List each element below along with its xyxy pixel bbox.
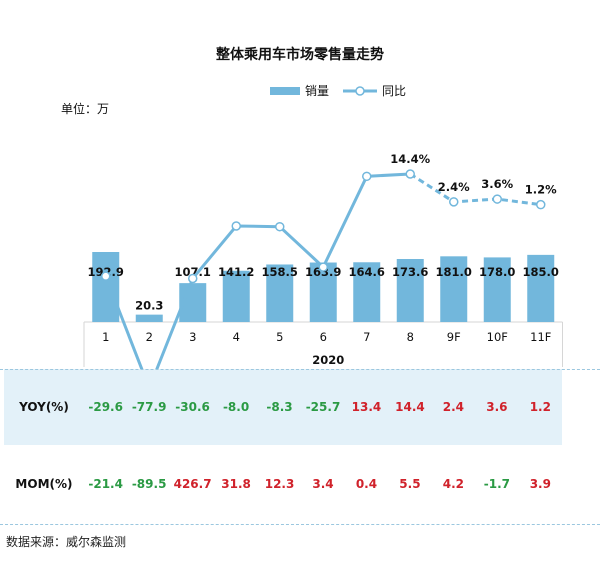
bar-value-label: 158.5 bbox=[262, 265, 298, 279]
x-group-label: 2020 bbox=[312, 353, 344, 367]
yoy-cell: -30.6 bbox=[175, 400, 210, 414]
x-tick-label: 7 bbox=[363, 330, 370, 344]
yoy-point bbox=[231, 221, 241, 231]
x-tick-label: 3 bbox=[189, 330, 196, 344]
yoy-line-forecast bbox=[409, 172, 541, 207]
bar bbox=[483, 257, 511, 322]
yoy-point bbox=[101, 271, 111, 281]
table-bottom-border bbox=[0, 524, 600, 525]
yoy-cell: 3.6 bbox=[486, 400, 508, 414]
yoy-point bbox=[275, 221, 285, 232]
legend-item-sales: 销量 bbox=[270, 82, 329, 99]
x-tick-label: 2 bbox=[146, 330, 153, 344]
mom-cell: 3.9 bbox=[529, 476, 551, 491]
bar bbox=[266, 264, 294, 322]
x-tick-label: 8 bbox=[407, 330, 414, 344]
mom-header: MOM(%) bbox=[15, 476, 73, 491]
mom-cell: 31.8 bbox=[221, 476, 251, 491]
yoy-header: YOY(%) bbox=[19, 400, 69, 414]
legend-label-sales: 销量 bbox=[305, 84, 330, 98]
yoy-cell: 1.2 bbox=[529, 400, 551, 414]
bar-value-label: 20.3 bbox=[135, 299, 163, 313]
mom-cell: -89.5 bbox=[131, 476, 167, 491]
yoy-point bbox=[492, 194, 502, 204]
yoy-point bbox=[188, 273, 198, 284]
mom-cell: 4.2 bbox=[442, 476, 465, 491]
yoy-cell: 14.4 bbox=[395, 400, 425, 414]
yoy-value-label: 3.6% bbox=[481, 177, 513, 191]
yoy-row: YOY(%) -29.6 -77.9 -30.6 -8.0 -8.3 -25.7… bbox=[4, 369, 562, 445]
x-tick-label: 10F bbox=[487, 330, 508, 344]
yoy-value-label: 2.4% bbox=[438, 180, 470, 194]
x-tick-label: 5 bbox=[276, 330, 283, 344]
bar-value-label: 163.9 bbox=[305, 265, 341, 279]
mom-cell: 426.7 bbox=[173, 476, 212, 491]
unit-label: 单位：万 bbox=[61, 102, 110, 116]
legend-label-yoy: 同比 bbox=[382, 84, 407, 98]
mom-cell: 3.4 bbox=[312, 476, 334, 491]
yoy-value-label: 14.4% bbox=[390, 152, 430, 166]
yoy-cell: 13.4 bbox=[351, 400, 382, 414]
bar bbox=[440, 256, 468, 322]
bar bbox=[135, 314, 163, 322]
x-tick-label: 9F bbox=[447, 330, 461, 344]
yoy-point bbox=[449, 197, 459, 207]
data-table: YOY(%) -29.6 -77.9 -30.6 -8.0 -8.3 -25.7… bbox=[4, 369, 562, 522]
mom-cell: 12.3 bbox=[264, 476, 295, 491]
mom-cell: 0.4 bbox=[355, 476, 378, 491]
mom-cell: -1.7 bbox=[483, 476, 510, 491]
bar bbox=[222, 270, 250, 322]
legend-line-swatch bbox=[343, 85, 378, 96]
x-tick-label: 6 bbox=[320, 330, 327, 344]
legend: 销量 同比 bbox=[270, 82, 420, 99]
yoy-point bbox=[362, 171, 372, 182]
table-top-border bbox=[0, 369, 600, 370]
yoy-point bbox=[318, 262, 328, 272]
yoy-cell: -77.9 bbox=[131, 400, 167, 414]
yoy-cell: -29.6 bbox=[88, 400, 123, 414]
x-tick-label: 4 bbox=[233, 330, 240, 344]
yoy-cell: -8.3 bbox=[266, 400, 293, 414]
x-tick-label: 11F bbox=[530, 330, 551, 344]
bar bbox=[92, 252, 120, 322]
bar-value-label: 173.6 bbox=[392, 265, 428, 279]
yoy-cell: -25.7 bbox=[305, 400, 341, 414]
mom-cell: 5.5 bbox=[399, 476, 421, 491]
source-note: 数据来源：威尔森监测 bbox=[6, 535, 127, 549]
bar-value-label: 185.0 bbox=[523, 265, 559, 279]
yoy-point bbox=[405, 169, 415, 179]
yoy-value-label: 1.2% bbox=[525, 183, 557, 197]
bar-value-label: 181.0 bbox=[436, 265, 472, 279]
legend-item-yoy: 同比 bbox=[343, 82, 406, 99]
chart-title: 整体乘用车市场零售量走势 bbox=[216, 47, 384, 63]
bar-value-label: 141.2 bbox=[218, 265, 254, 279]
bar bbox=[309, 262, 337, 322]
bar bbox=[396, 259, 424, 322]
bar-value-label: 178.0 bbox=[479, 265, 515, 279]
bar-value-label: 164.6 bbox=[349, 265, 385, 279]
mom-row: MOM(%) -21.4 -89.5 426.7 31.8 12.3 3.4 0… bbox=[4, 445, 562, 522]
yoy-cell: 2.4 bbox=[442, 400, 465, 414]
yoy-point bbox=[536, 199, 546, 210]
yoy-cell: -8.0 bbox=[222, 400, 250, 414]
bar bbox=[353, 262, 381, 322]
bar bbox=[527, 254, 555, 322]
mom-cell: -21.4 bbox=[88, 476, 123, 491]
legend-bar-swatch bbox=[270, 86, 300, 95]
x-tick-label: 1 bbox=[102, 330, 109, 344]
